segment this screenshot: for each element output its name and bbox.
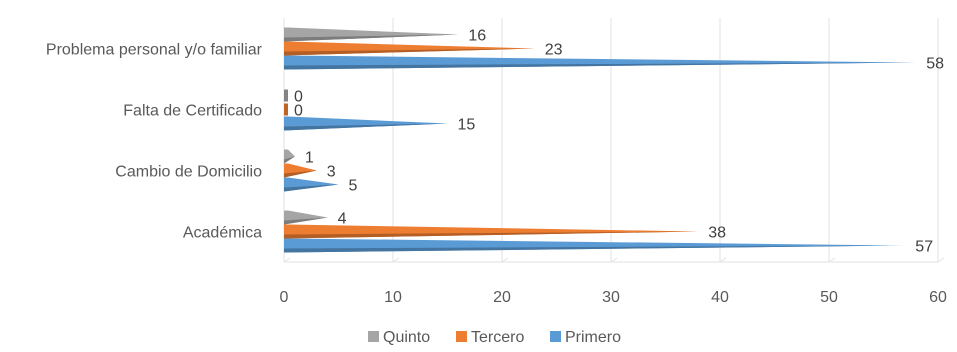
- x-tick-label: 60: [929, 289, 947, 306]
- bar-shade-primero-problema-personal-y-o-familiar: [284, 62, 917, 70]
- data-label-quinto-cambio-de-domicilio: 1: [305, 150, 314, 167]
- x-tick-label: 40: [711, 289, 729, 306]
- category-label-academica: Académica: [183, 225, 262, 242]
- x-tick-label: 20: [493, 289, 511, 306]
- bars: [284, 27, 917, 253]
- category-label-falta-de-certificado: Falta de Certificado: [123, 103, 262, 120]
- gridline-foot-60: [937, 257, 945, 263]
- legend-swatch-tercero: [456, 331, 467, 342]
- gridline-foot-10: [392, 257, 400, 263]
- bar-shade-primero-cambio-de-domicilio: [284, 184, 339, 192]
- bar-shade-primero-falta-de-certificado: [284, 123, 448, 131]
- x-tick-label: 0: [280, 289, 289, 306]
- data-label-primero-academica: 57: [915, 239, 933, 256]
- data-label-quinto-problema-personal-y-o-familiar: 16: [468, 28, 486, 45]
- bar-shade-tercero-academica: [284, 231, 699, 239]
- x-tick-label: 30: [602, 289, 620, 306]
- data-label-quinto-academica: 4: [338, 211, 347, 228]
- legend-label-primero: Primero: [565, 329, 621, 346]
- x-tick-labels: 0 10 20 30 40 50 60: [280, 289, 947, 306]
- legend-label-quinto: Quinto: [383, 329, 430, 346]
- category-labels: Académica Cambio de Domicilio Falta de Cer…: [46, 42, 263, 242]
- data-labels: 4 38 57 135 00 15 16 23 58: [294, 28, 944, 256]
- gridline-foot-20: [501, 257, 509, 263]
- category-label-cambio-de-domicilio: Cambio de Domicilio: [115, 164, 262, 181]
- bar-shade-tercero-problema-personal-y-o-familiar: [284, 48, 535, 56]
- data-label-tercero-problema-personal-y-o-familiar: 23: [545, 42, 563, 59]
- data-label-quinto-falta-de-certificado: 0: [294, 89, 303, 106]
- data-label-tercero-falta-de-certificado: 0: [294, 103, 303, 120]
- category-label-problema-personal-y-o-familiar: Problema personal y/o familiar: [46, 42, 263, 59]
- grid-lines: [283, 18, 945, 263]
- data-label-tercero-cambio-de-domicilio: 3: [327, 164, 336, 181]
- data-label-primero-cambio-de-domicilio: 5: [349, 178, 358, 195]
- gridline-foot-0: [283, 257, 291, 263]
- legend: Quinto Tercero Primero: [368, 329, 621, 346]
- legend-swatch-quinto: [368, 331, 379, 342]
- data-label-primero-falta-de-certificado: 15: [458, 117, 476, 134]
- data-label-primero-problema-personal-y-o-familiar: 58: [926, 56, 944, 73]
- bar-shade-quinto-cambio-de-domicilio: [284, 156, 295, 164]
- bar-shade-quinto-problema-personal-y-o-familiar: [284, 34, 459, 42]
- data-label-tercero-academica: 38: [708, 225, 726, 242]
- x-tick-label: 50: [820, 289, 838, 306]
- gridline-foot-40: [719, 257, 727, 263]
- bar-shade-primero-academica: [284, 245, 906, 253]
- legend-label-tercero: Tercero: [471, 329, 524, 346]
- gridline-foot-30: [610, 257, 618, 263]
- x-tick-label: 10: [384, 289, 402, 306]
- bar-quinto-falta-de-certificado: [284, 89, 288, 102]
- gridline-foot-50: [828, 257, 836, 263]
- bar-shade-quinto-academica: [284, 217, 328, 225]
- bar-tercero-falta-de-certificado: [284, 103, 288, 116]
- legend-swatch-primero: [550, 331, 561, 342]
- bar-shade-tercero-cambio-de-domicilio: [284, 170, 317, 178]
